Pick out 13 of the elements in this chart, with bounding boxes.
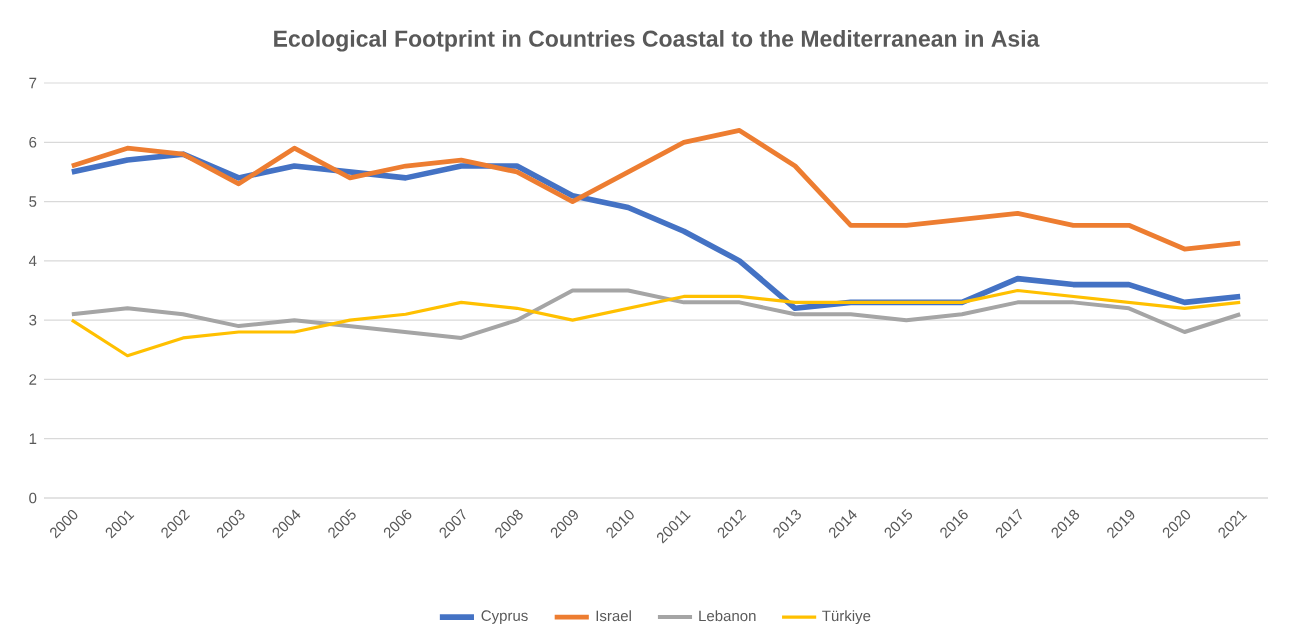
y-tick-label: 2 — [29, 374, 37, 385]
y-tick-label: 7 — [29, 77, 37, 89]
legend-label: Israel — [596, 610, 631, 622]
y-tick-label: 6 — [29, 136, 37, 148]
y-tick-label: 5 — [29, 196, 37, 207]
y-tick-label: 4 — [28, 255, 37, 267]
y-tick-label: 3 — [29, 314, 37, 326]
legend-label: Lebanon — [699, 610, 756, 622]
legend-label: Cyprus — [481, 610, 528, 624]
y-tick-label: 1 — [29, 433, 37, 444]
chart-title: Ecological Footprint in Countries Coastal to the Mediterranean in Asia — [274, 29, 1040, 52]
legend-label: Türkiye — [822, 610, 871, 625]
y-tick-label: 0 — [29, 492, 37, 504]
